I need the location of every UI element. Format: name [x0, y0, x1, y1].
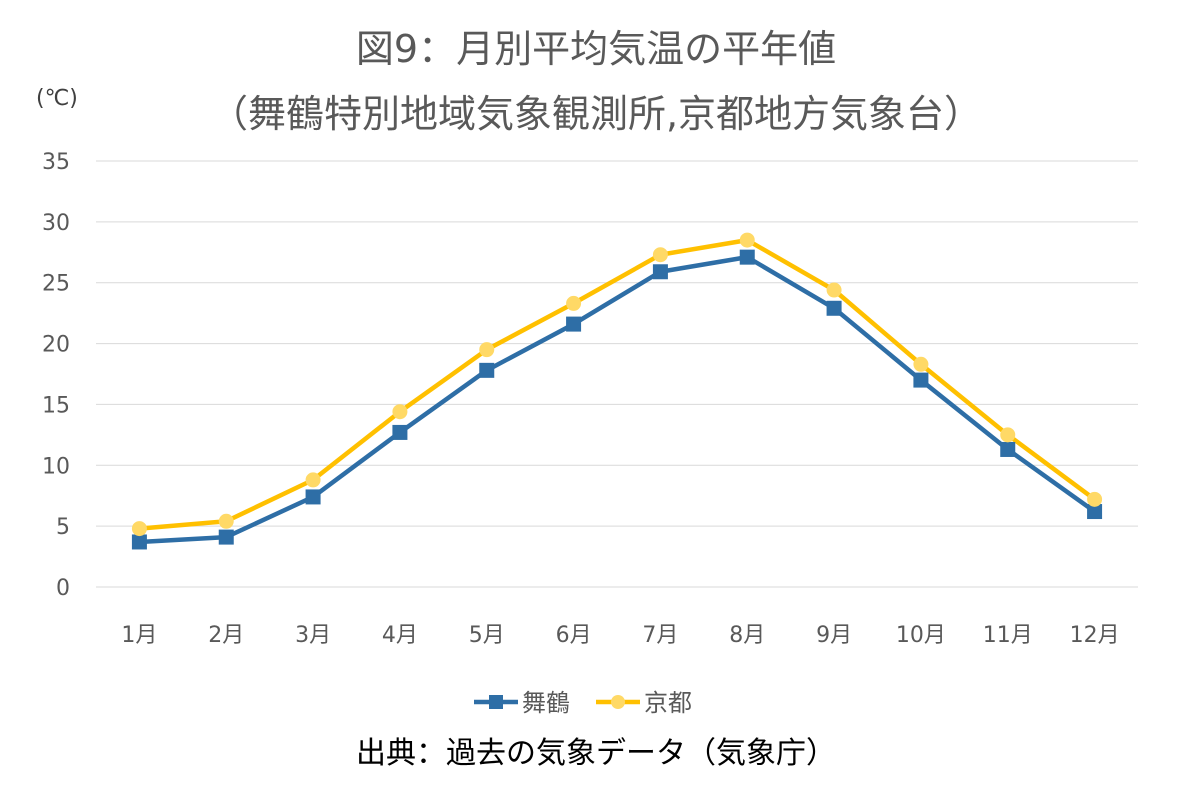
- x-axis-ticks: 1月 2月 3月 4月 5月 6月 7月 8月 9月 10月 11月 12月: [121, 623, 1119, 648]
- y-tick-label: 15: [42, 393, 70, 418]
- data-point-舞鶴: [913, 372, 929, 388]
- legend-label-京都: 京都: [644, 689, 692, 717]
- data-point-京都: [305, 472, 321, 488]
- y-tick-label: 30: [42, 211, 70, 236]
- chart-title-line2: （舞鶴特別地域気象観測所,京都地方気象台）: [209, 92, 983, 136]
- data-point-京都: [392, 404, 408, 420]
- data-point-京都: [826, 282, 842, 298]
- data-point-京都: [739, 232, 755, 248]
- gridlines: [96, 160, 1138, 588]
- y-tick-label: 5: [56, 515, 70, 540]
- x-tick-label: 4月: [382, 623, 418, 648]
- x-tick-label: 11月: [983, 623, 1033, 648]
- x-tick-label: 3月: [295, 623, 331, 648]
- x-tick-label: 12月: [1070, 623, 1120, 648]
- x-tick-label: 8月: [729, 623, 765, 648]
- data-point-京都: [566, 295, 582, 311]
- data-point-舞鶴: [392, 424, 408, 440]
- data-point-京都: [1000, 427, 1016, 443]
- y-axis-ticks: 0 5 10 15 20 25 30 35: [42, 150, 70, 601]
- data-point-京都: [913, 356, 929, 372]
- data-point-舞鶴: [218, 529, 234, 545]
- data-point-舞鶴: [479, 362, 495, 378]
- data-point-京都: [479, 342, 495, 358]
- y-tick-label: 35: [42, 150, 70, 175]
- data-point-舞鶴: [826, 300, 842, 316]
- y-tick-label: 10: [42, 454, 70, 479]
- chart-title-line1: 図9：月別平均気温の平年値: [355, 27, 837, 71]
- x-tick-label: 9月: [816, 623, 852, 648]
- x-tick-label: 5月: [469, 623, 505, 648]
- legend-marker-京都: [611, 695, 625, 709]
- data-point-舞鶴: [1000, 441, 1016, 457]
- legend-label-舞鶴: 舞鶴: [522, 689, 570, 717]
- x-tick-label: 1月: [121, 623, 157, 648]
- source-note: 出典：過去の気象データ（気象庁）: [356, 736, 836, 771]
- data-point-舞鶴: [739, 249, 755, 265]
- y-tick-label: 20: [42, 333, 70, 358]
- legend-marker-舞鶴: [489, 695, 503, 709]
- legend: 舞鶴 京都: [474, 689, 692, 717]
- series-line-舞鶴: [139, 254, 1096, 545]
- series-line-京都: [139, 237, 1096, 531]
- series-markers: [131, 232, 1103, 550]
- data-point-舞鶴: [305, 489, 321, 505]
- data-point-京都: [652, 247, 668, 263]
- data-point-舞鶴: [131, 534, 147, 550]
- series-lines: [139, 237, 1096, 545]
- data-point-舞鶴: [566, 316, 582, 332]
- data-point-京都: [1087, 491, 1103, 507]
- x-tick-label: 7月: [642, 623, 678, 648]
- y-axis-unit-label: (℃): [36, 86, 78, 111]
- x-tick-label: 2月: [208, 623, 244, 648]
- y-tick-label: 25: [42, 272, 70, 297]
- y-tick-label: 0: [56, 576, 70, 601]
- x-tick-label: 10月: [896, 623, 946, 648]
- x-tick-label: 6月: [556, 623, 592, 648]
- data-point-京都: [218, 513, 234, 529]
- data-point-舞鶴: [652, 264, 668, 280]
- data-point-京都: [131, 521, 147, 537]
